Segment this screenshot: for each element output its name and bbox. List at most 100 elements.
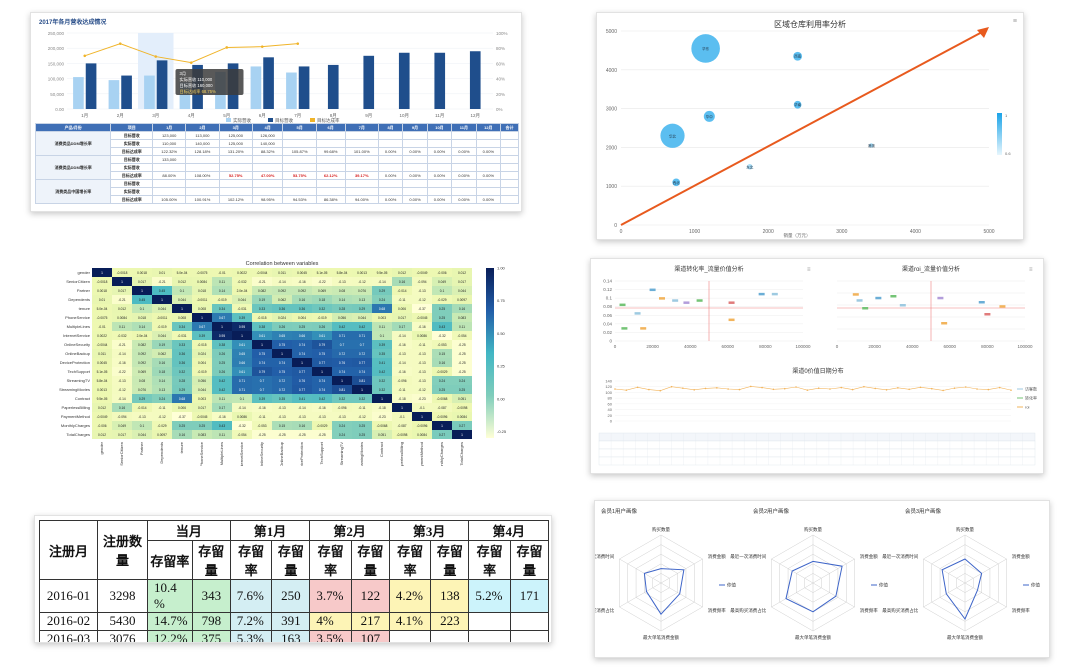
y-tick-label: 80 xyxy=(608,396,613,401)
scatter-point xyxy=(937,296,944,300)
mini-table-row xyxy=(598,456,1036,466)
radar-axis-label: 购买数量 xyxy=(956,526,974,533)
x-tick-label: 0 xyxy=(620,229,623,235)
bubble xyxy=(660,123,685,148)
bar-actual xyxy=(144,75,155,109)
cell-value: 0.012 xyxy=(98,406,106,410)
heatmap-cell xyxy=(292,367,312,376)
y-tick-label: 120 xyxy=(605,384,612,389)
heatmap-cell xyxy=(432,376,452,385)
cell-value: -0.0044 xyxy=(257,271,268,275)
y-tick-label: 0 xyxy=(610,419,613,424)
cell-value: 0.017 xyxy=(138,280,146,284)
heatmap-cell xyxy=(172,394,192,403)
y-tick-label: 0.02 xyxy=(603,330,612,335)
table-cell xyxy=(500,163,519,172)
heatmap-cell xyxy=(92,304,112,313)
col-label: DeviceProtection xyxy=(299,442,304,466)
cell-value: 0.25 xyxy=(359,433,365,437)
heatmap-cell xyxy=(452,313,472,322)
legend-swatch xyxy=(310,118,315,122)
cell-value: 0.66 xyxy=(239,361,245,365)
cell-value: -0.019 xyxy=(157,325,166,329)
heatmap-cell xyxy=(312,349,332,358)
cell-value: -0.032 xyxy=(117,334,126,338)
table-cell xyxy=(426,179,453,188)
bubble xyxy=(691,34,720,63)
cell-value: 0.74 xyxy=(319,388,325,392)
radar-axis-label: 消费频率 xyxy=(708,607,726,614)
y-tick-label: 60 xyxy=(608,401,613,406)
heatmap-cell xyxy=(412,376,432,385)
heatmap-cell xyxy=(412,313,432,322)
heatmap-cell xyxy=(112,286,132,295)
bubble-label: 华南 xyxy=(794,102,802,107)
heatmap-cell xyxy=(132,421,152,430)
heatmap-cell xyxy=(432,286,452,295)
heatmap-cell xyxy=(212,340,232,349)
heatmap-cell xyxy=(352,412,372,421)
heatmap-cell xyxy=(152,412,172,421)
heatmap-cell xyxy=(292,376,312,385)
heatmap-cell xyxy=(192,331,212,340)
table-cell xyxy=(251,179,284,188)
heatmap-cell xyxy=(432,403,452,412)
cell-value: 0.26 xyxy=(219,370,225,374)
row-label: StreamingTV xyxy=(67,378,91,383)
heatmap-cell xyxy=(172,358,192,367)
heatmap-cell xyxy=(192,412,212,421)
heatmap-cell xyxy=(332,430,352,439)
heatmap-cell xyxy=(412,331,432,340)
heatmap-cell xyxy=(112,322,132,331)
cell-value: -0.12 xyxy=(118,388,125,392)
cell-value: 0.71 xyxy=(339,334,345,338)
value-point xyxy=(670,385,673,388)
cell-value: 0.0084 xyxy=(117,316,127,320)
cell-value: 0.1 xyxy=(140,307,145,311)
heatmap-cell xyxy=(112,295,132,304)
color-bar xyxy=(486,268,494,438)
cell-value: 0.67 xyxy=(219,316,225,320)
radar-axis-label: 购买数量 xyxy=(652,526,670,533)
retention-cell: 3.7% xyxy=(309,579,352,613)
mini-table-row xyxy=(598,440,1036,450)
cell-value: -0.12 xyxy=(358,415,365,419)
subheader-amt: 存留量 xyxy=(509,540,550,580)
heatmap-cell xyxy=(412,430,432,439)
heatmap-cell xyxy=(412,277,432,286)
row-label: Partner xyxy=(77,288,91,293)
cell-value: -0.13 xyxy=(418,370,425,374)
row-label: SeniorCitizen xyxy=(66,279,90,284)
y-tick-label: 100 xyxy=(605,390,612,395)
table-cell xyxy=(152,179,187,188)
table-cell xyxy=(500,147,519,156)
table-cell: 目标营收 xyxy=(110,131,154,140)
cell-value: 0.75 xyxy=(279,370,285,374)
menu-icon[interactable]: ≡ xyxy=(1012,18,1017,25)
x-tick-label: 0 xyxy=(836,344,839,349)
heatmap-cell xyxy=(232,349,252,358)
retention-cell xyxy=(509,629,550,642)
value-point xyxy=(693,389,695,391)
scatter-point xyxy=(728,318,735,322)
heatmap-cell xyxy=(212,331,232,340)
heatmap-cell xyxy=(232,421,252,430)
heatmap-cell xyxy=(352,349,372,358)
table-cell xyxy=(451,187,477,196)
warehouse-bubble-chart: 0 1000 2000 3000 4000 5000 0 1000 2000 3000 4000 50… xyxy=(606,27,1011,239)
heatmap-cell xyxy=(312,421,332,430)
cell-value: 0.35 xyxy=(279,397,285,401)
radar-title: 会员3用户画像 xyxy=(905,507,942,515)
row-label: PaymentMethod xyxy=(61,414,90,419)
col-label: StreamingMovies xyxy=(359,442,364,466)
table-cell: 105.87% xyxy=(282,147,317,156)
radar-axis xyxy=(660,558,703,584)
color-bar-label: 1 xyxy=(1005,113,1008,118)
cell-value: 0.006 xyxy=(178,406,186,410)
cell-value: -0.32 xyxy=(438,334,445,338)
table-cell xyxy=(451,179,477,188)
heatmap-cell xyxy=(192,385,212,394)
heatmap-cell xyxy=(332,358,352,367)
value-point xyxy=(863,385,865,388)
table-header-cell: 9月 xyxy=(402,123,428,132)
